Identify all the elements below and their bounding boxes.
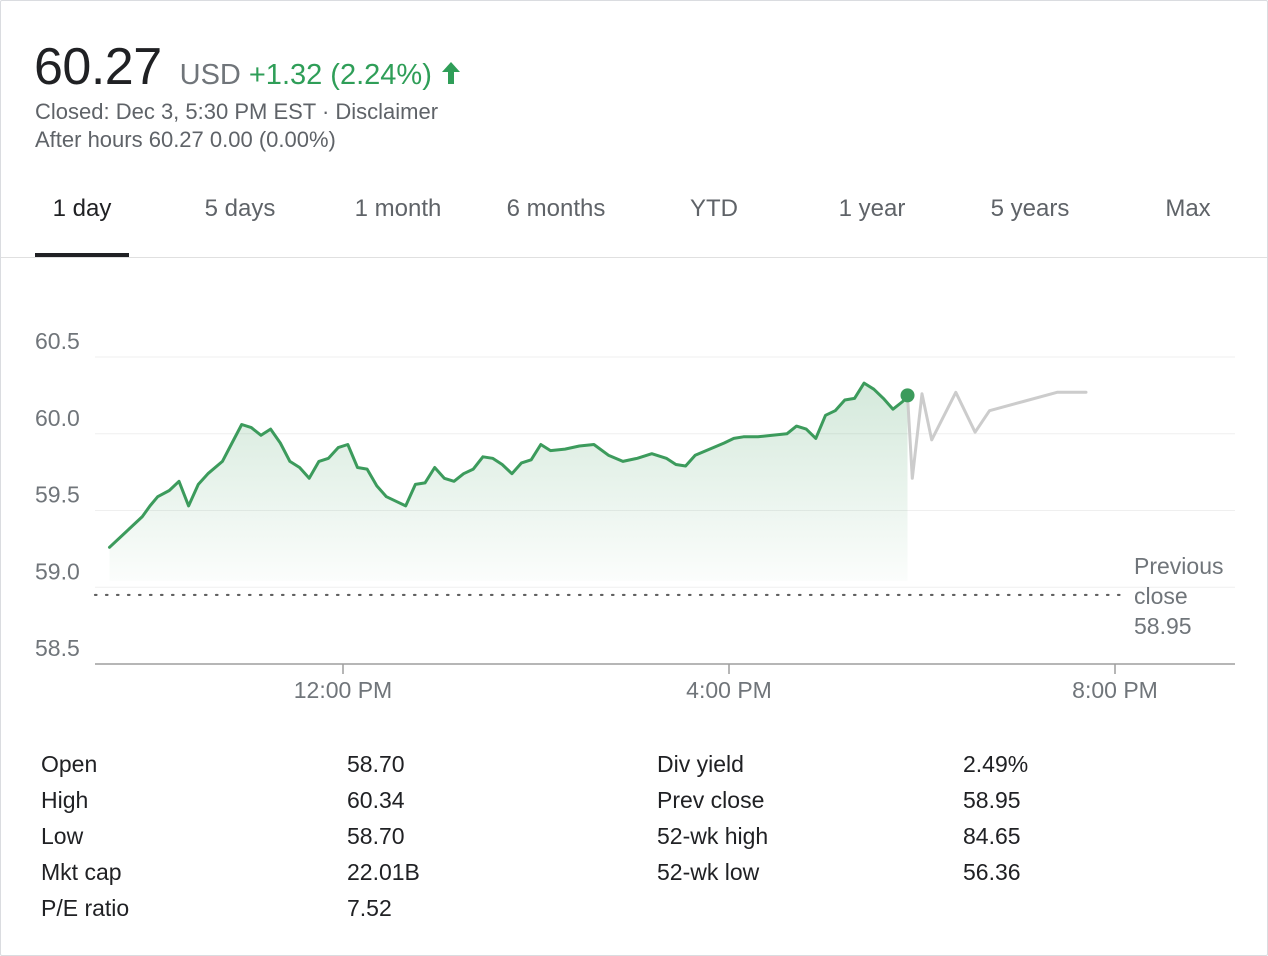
stat-label: Open	[41, 751, 98, 777]
stat-label: 52-wk high	[657, 823, 769, 849]
tab-max[interactable]: Max	[1165, 195, 1211, 222]
currency-label: USD	[179, 59, 241, 91]
stat-value: 58.70	[347, 823, 405, 849]
previous-close-label: 58.95	[1134, 613, 1192, 639]
y-tick-label: 60.0	[35, 405, 80, 431]
stat-value: 56.36	[963, 859, 1021, 885]
stat-value: 7.52	[347, 895, 392, 921]
stat-value: 58.95	[963, 787, 1021, 813]
stat-label: P/E ratio	[41, 895, 130, 921]
tab-5-days[interactable]: 5 days	[204, 195, 276, 222]
x-tick-label: 12:00 PM	[294, 677, 392, 703]
y-tick-label: 60.5	[35, 328, 80, 354]
stat-label: Low	[41, 823, 84, 849]
stat-value: 60.34	[347, 787, 405, 813]
tab-1-day[interactable]: 1 day	[52, 195, 112, 222]
tab-6-months[interactable]: 6 months	[506, 195, 606, 222]
y-tick-label: 58.5	[35, 635, 80, 661]
current-price: 60.27	[34, 38, 162, 96]
previous-close-label: Previous	[1134, 553, 1223, 579]
stat-label: 52-wk low	[657, 859, 760, 885]
tab-1-month[interactable]: 1 month	[354, 195, 442, 222]
y-tick-label: 59.5	[35, 482, 80, 508]
x-tick-label: 4:00 PM	[686, 677, 772, 703]
price-chart[interactable]: 60.5 60.0 59.5 59.0 58.5 12:00 PM 4:00 PM 8:00 …	[1, 271, 1267, 711]
market-status: Closed: Dec 3, 5:30 PM EST · Disclaimer	[35, 99, 439, 124]
tab-ytd[interactable]: YTD	[690, 195, 738, 222]
stat-label: High	[41, 787, 89, 813]
close-marker	[900, 388, 915, 403]
after-hours-line	[906, 390, 1088, 480]
price-row: 60.27 USD +1.32 (2.24%)	[34, 37, 462, 97]
active-tab-indicator	[35, 253, 129, 257]
after-hours-quote: After hours 60.27 0.00 (0.00%)	[35, 127, 336, 152]
regular-session-line	[108, 381, 909, 549]
stat-value: 58.70	[347, 751, 405, 777]
stat-label: Prev close	[657, 787, 765, 813]
arrow-up-icon	[440, 60, 462, 91]
stat-value: 2.49%	[963, 751, 1029, 777]
tab-1-year[interactable]: 1 year	[838, 195, 906, 222]
stat-label: Mkt cap	[41, 859, 122, 885]
x-tick-label: 8:00 PM	[1072, 677, 1158, 703]
price-area-fill	[109, 383, 908, 581]
price-change: +1.32 (2.24%)	[248, 59, 432, 91]
tab-5-years[interactable]: 5 years	[990, 195, 1070, 222]
y-tick-label: 59.0	[35, 558, 80, 584]
stat-label: Div yield	[657, 751, 744, 777]
stat-value: 84.65	[963, 823, 1021, 849]
stat-value: 22.01B	[347, 859, 420, 885]
time-range-tabs: 1 day 5 days 1 month 6 months YTD 1 year…	[1, 181, 1267, 258]
previous-close-label: close	[1134, 583, 1188, 609]
